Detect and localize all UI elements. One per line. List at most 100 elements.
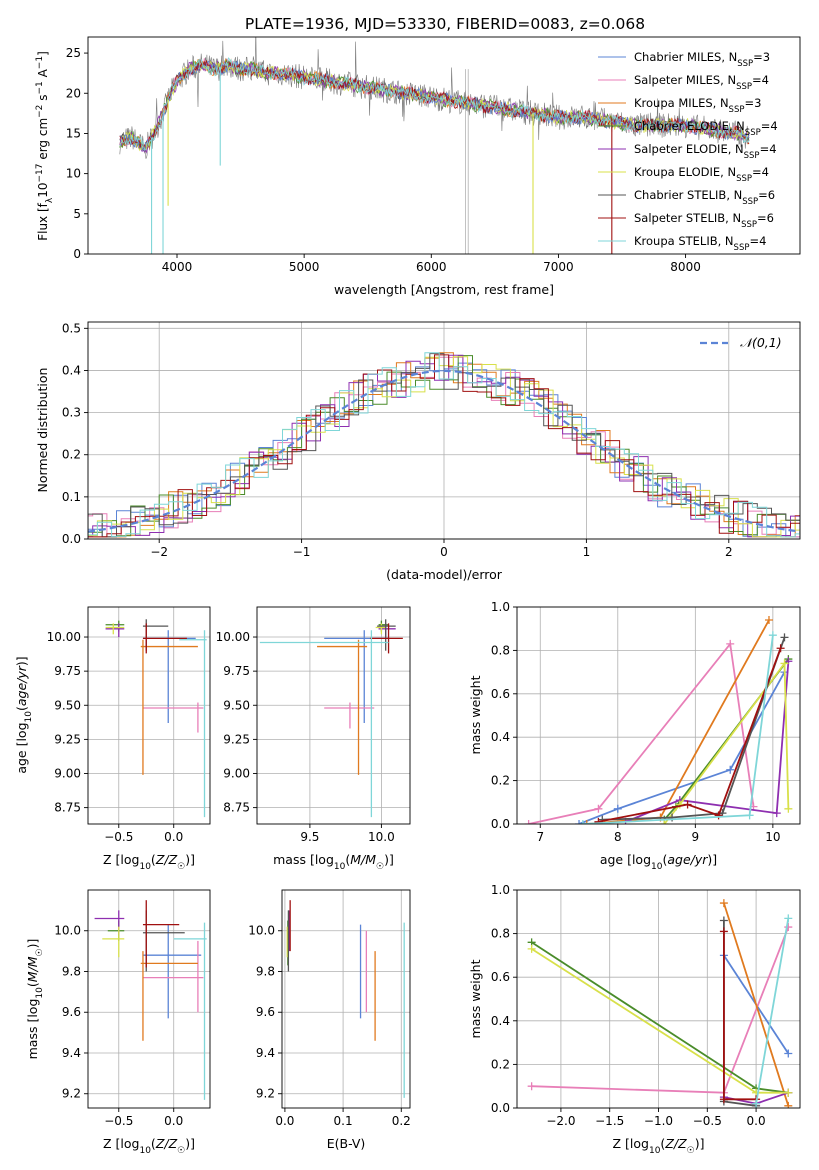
legend-label: Kroupa MILES, NSSP=3 xyxy=(634,96,761,115)
series-marker xyxy=(719,1095,728,1104)
errorbar-point xyxy=(142,630,196,724)
x-tick-label: −0.5 xyxy=(104,1114,133,1128)
series-marker xyxy=(594,817,603,824)
series-marker xyxy=(675,800,684,809)
x-tick-label: 2 xyxy=(725,545,733,559)
x-tick-label: 0.0 xyxy=(747,1114,766,1128)
y-tick-label: 15 xyxy=(66,126,81,140)
errorbar-point xyxy=(142,940,204,1013)
x-tick-label: −0.5 xyxy=(693,1114,722,1128)
y-tick-label: 9.25 xyxy=(223,732,250,746)
y-tick-label: 9.00 xyxy=(223,767,250,781)
series-marker xyxy=(784,1088,793,1097)
spectrum-data-line xyxy=(119,37,750,159)
y-tick-label: 9.75 xyxy=(223,664,250,678)
series-marker xyxy=(660,820,669,824)
y-tick-label: 0.4 xyxy=(491,730,510,744)
errorbar-point xyxy=(105,623,125,635)
errorbar-point xyxy=(142,910,185,972)
y-tick-label: 0.3 xyxy=(62,406,81,420)
series-marker xyxy=(719,916,728,925)
axes-frame xyxy=(87,606,211,825)
series-path xyxy=(578,671,786,824)
x-tick-label: −1 xyxy=(293,545,311,559)
y-tick-label: 9.25 xyxy=(54,732,81,746)
series-path xyxy=(755,918,790,1104)
series-line xyxy=(524,639,758,824)
series-path xyxy=(531,941,789,1094)
y-tick-label: 0.2 xyxy=(491,774,510,788)
x-tick-label: 0.1 xyxy=(334,1114,353,1128)
x-tick-label: 0.0 xyxy=(164,830,183,844)
y-tick-label: 8.75 xyxy=(54,801,81,815)
series-marker xyxy=(726,639,735,648)
plot-area xyxy=(259,619,403,818)
series-marker xyxy=(578,820,587,824)
errorbar-point xyxy=(375,623,386,635)
chart-mass-vs-Z: −0.5 0.0 9.2 9.4 9.6 9.8 10.0 mass [log10(M/M☉)… xyxy=(25,889,211,1156)
plot-area xyxy=(524,616,793,824)
plot-area xyxy=(286,900,405,1098)
y-tick-label: 0.4 xyxy=(491,1014,510,1028)
x-tick-label: 10 xyxy=(765,830,780,844)
series-marker xyxy=(527,944,536,953)
series-marker xyxy=(752,1099,761,1108)
series-marker xyxy=(594,804,603,813)
y-tick-label: 9.50 xyxy=(223,698,250,712)
errorbar-point xyxy=(142,900,180,968)
series-line xyxy=(527,923,793,1097)
y-tick-label: 0.1 xyxy=(62,490,81,504)
residual-histogram xyxy=(88,356,800,538)
y-tick-label: 20 xyxy=(66,86,81,100)
y-tick-label: 5 xyxy=(73,207,81,221)
x-tick-label: 6000 xyxy=(416,260,447,274)
x-tick-label: −2 xyxy=(150,545,168,559)
y-tick-label: 1.0 xyxy=(491,600,510,614)
y-tick-label: 9.6 xyxy=(256,1005,275,1019)
y-tick-label: 9.2 xyxy=(62,1087,81,1101)
x-tick-label: 9 xyxy=(692,830,700,844)
errorbar-point xyxy=(324,702,375,729)
series-line xyxy=(578,631,777,824)
errorbar-point xyxy=(107,920,125,941)
series-marker xyxy=(776,644,785,653)
series-marker xyxy=(745,811,754,820)
residual-histogram xyxy=(88,354,800,538)
series-line xyxy=(719,899,793,1108)
errorbar-point xyxy=(179,630,207,818)
series-marker xyxy=(719,927,728,936)
series-marker xyxy=(780,659,789,668)
legend-label: Kroupa ELODIE, NSSP=4 xyxy=(634,165,769,184)
series-marker xyxy=(784,923,793,932)
x-tick-label: 4000 xyxy=(162,260,193,274)
y-axis-label: age [log10(age/yr)] xyxy=(14,656,34,773)
errorbar-point xyxy=(142,623,187,654)
y-tick-label: 1.0 xyxy=(491,883,510,897)
series-marker xyxy=(764,616,773,625)
x-axis-label: Z [log10(Z/Z☉)] xyxy=(613,1136,705,1156)
errorbar-point xyxy=(140,951,198,1041)
spectrum-model-line xyxy=(119,57,750,151)
errorbar-point xyxy=(324,630,389,724)
figure-title: PLATE=1936, MJD=53330, FIBERID=0083, z=0… xyxy=(245,15,645,33)
y-axis-label: Flux [fλ10−17 erg cm−2 s−1 A−1] xyxy=(35,51,55,241)
x-axis-label: wavelength [Angstrom, rest frame] xyxy=(334,282,554,297)
y-tick-label: 0.0 xyxy=(62,532,81,546)
x-tick-label: 8000 xyxy=(670,260,701,274)
chart-age-vs-Z: −0.5 0.0 8.75 9.00 9.25 9.50 9.75 10.00 age [log… xyxy=(14,606,211,872)
chart-residuals: −2 −1 0 1 2 0.0 0.1 0.2 0.3 0.4 0.5 Normed distribu… xyxy=(35,321,801,582)
x-tick-label: 0.0 xyxy=(275,1114,294,1128)
y-tick-label: 9.00 xyxy=(54,767,81,781)
legend: Chabrier MILES, NSSP=3 Salpeter MILES, NS… xyxy=(598,50,778,253)
series-path xyxy=(531,926,790,1094)
series-marker xyxy=(784,804,793,813)
axes-frame xyxy=(87,36,801,255)
legend-label: Chabrier STELIB, NSSP=6 xyxy=(634,188,775,207)
y-tick-label: 10.00 xyxy=(47,630,81,644)
chart-massweight-vs-age: 7 8 9 10 0.0 0.2 0.4 0.6 0.8 1.0 mass weight age [l… xyxy=(468,600,801,872)
series-marker xyxy=(719,899,728,908)
series-marker xyxy=(726,765,735,774)
y-tick-label: 0.5 xyxy=(62,321,81,335)
legend-label: Salpeter ELODIE, NSSP=4 xyxy=(634,142,777,161)
y-tick-label: 0.8 xyxy=(491,927,510,941)
